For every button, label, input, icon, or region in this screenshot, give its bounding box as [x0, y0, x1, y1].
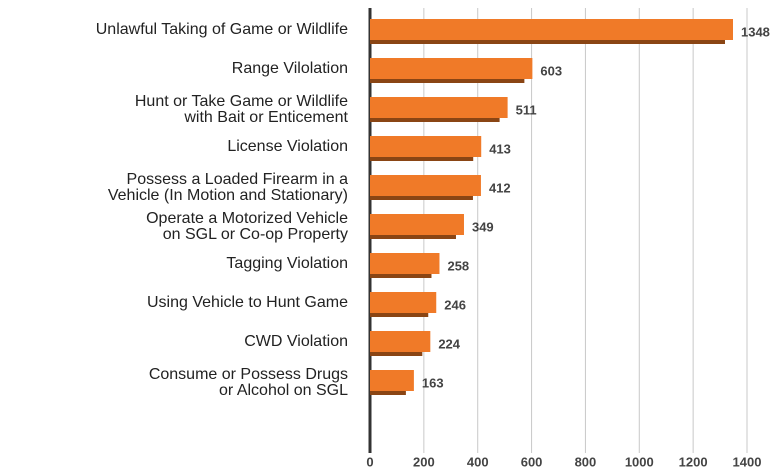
bar [370, 214, 464, 235]
category-label: Tagging Violation [226, 255, 348, 272]
bar [370, 331, 431, 352]
bar [370, 58, 533, 79]
bar [370, 97, 508, 118]
category-label: Hunt or Take Game or Wildlife with Bait … [134, 93, 348, 126]
bar [370, 136, 482, 157]
x-tick-label: 200 [413, 454, 435, 469]
value-label: 603 [540, 63, 562, 78]
category-label: Possess a Loaded Firearm in a Vehicle (I… [107, 171, 348, 204]
bar [370, 292, 437, 313]
value-label: 1348 [741, 24, 770, 39]
x-tick-label: 600 [521, 454, 543, 469]
x-tick-label: 800 [575, 454, 597, 469]
value-label: 413 [489, 141, 511, 156]
category-label: CWD Violation [244, 333, 348, 350]
category-label: Unlawful Taking of Game or Wildlife [95, 21, 348, 38]
x-tick-label: 0 [366, 454, 373, 469]
category-label: License Violation [227, 138, 348, 155]
x-tick-label: 1000 [625, 454, 654, 469]
value-label: 349 [472, 219, 494, 234]
category-label: Consume or Possess Drugs or Alcohol on S… [148, 366, 348, 399]
value-label: 511 [516, 102, 537, 117]
value-label: 224 [438, 336, 460, 351]
x-tick-label: 1400 [733, 454, 762, 469]
category-label: Using Vehicle to Hunt Game [147, 294, 348, 311]
bar [370, 370, 414, 391]
bar [370, 253, 440, 274]
value-label: 412 [489, 180, 511, 195]
bar [370, 19, 733, 40]
bar [370, 175, 481, 196]
value-label: 163 [422, 375, 444, 390]
x-tick-label: 400 [467, 454, 489, 469]
category-label: Range Vilolation [231, 60, 348, 77]
category-label: Operate a Motorized Vehicle on SGL or Co… [146, 210, 348, 243]
value-label: 258 [447, 258, 469, 273]
x-tick-label: 1200 [679, 454, 708, 469]
value-label: 246 [444, 297, 466, 312]
